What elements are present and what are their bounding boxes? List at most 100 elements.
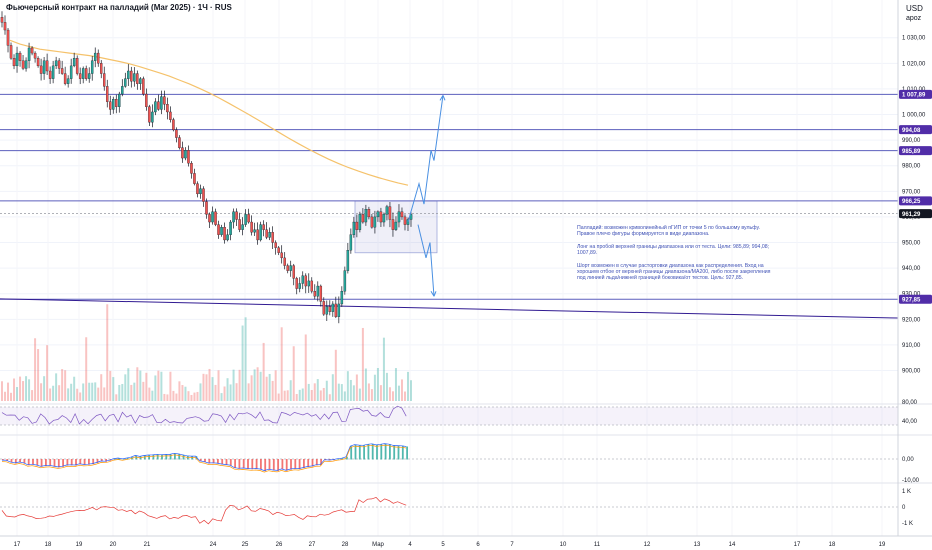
candle-body (205, 201, 208, 215)
time-tick-label: 6 (476, 542, 480, 548)
short-arrow-head (430, 291, 437, 297)
volume-bar (382, 337, 385, 401)
time-tick-label: 7 (510, 542, 514, 548)
volume-bar (202, 373, 205, 401)
volume-bar (410, 380, 412, 401)
volume-bar (88, 382, 91, 401)
volume-bar (346, 371, 349, 401)
volume-bar (379, 385, 382, 401)
macd-histogram-bar (83, 459, 86, 465)
candle-body (75, 58, 79, 74)
volume-bar (40, 383, 43, 401)
macd-histogram-bar (53, 459, 56, 467)
horizontal-levels[interactable] (0, 93, 899, 319)
candle-body (12, 58, 16, 67)
volume-bar (142, 381, 145, 401)
volume-bar (64, 370, 67, 401)
candle-body (211, 211, 214, 223)
macd-histogram-bar (148, 454, 150, 460)
volume-bar (166, 394, 169, 401)
time-tick-label: 21 (144, 542, 151, 548)
volume-bar (394, 368, 397, 401)
volume-bar (352, 385, 355, 401)
price-tag (899, 89, 932, 99)
candle-body (280, 252, 283, 259)
macd-histogram-bar (376, 444, 378, 460)
price-tick-label: 970,00 (902, 189, 921, 195)
volume-bar (232, 369, 235, 401)
volume-bar (310, 390, 313, 401)
candle-body (69, 65, 73, 79)
candle-body (127, 70, 130, 79)
macd-histogram-bar (229, 459, 232, 466)
candle-body (54, 60, 58, 67)
volume-bar (16, 387, 19, 401)
volume-bar (385, 372, 388, 401)
price-tag-label: 927,85 (902, 297, 921, 303)
macd-histogram-bar (88, 459, 90, 465)
candle-body (226, 234, 229, 241)
candle-body (352, 221, 356, 235)
volume-bar (274, 370, 277, 401)
volume-bar (22, 381, 25, 401)
volume-bar (154, 375, 157, 401)
volume-bar (337, 383, 340, 401)
candle-body (367, 209, 371, 218)
time-tick-label: 17 (14, 542, 21, 548)
candle-body (253, 229, 256, 233)
candle-body (96, 52, 100, 64)
volume-bar (286, 390, 289, 401)
volume-bar (253, 369, 256, 401)
candle-body (292, 265, 295, 279)
candle-body (274, 242, 277, 248)
candle-body (388, 206, 392, 220)
volume-bar (367, 383, 370, 401)
macd-histogram-bar (161, 454, 163, 460)
volume-bar (217, 370, 220, 401)
candle-body (118, 93, 121, 107)
rsi-pane (0, 405, 898, 426)
macd-histogram-bar (358, 445, 361, 460)
price-tick-label: 1 000,00 (902, 113, 926, 119)
currency-label[interactable]: USD (906, 4, 923, 13)
candle-body (178, 137, 181, 148)
candle-body (346, 250, 350, 271)
candle-body (66, 78, 70, 84)
volume-bar (133, 382, 136, 401)
volume-bar (127, 368, 130, 401)
candle-body (15, 52, 19, 67)
candle-body (307, 280, 310, 287)
macd-histogram-bar (6, 459, 9, 461)
volume-bar (241, 325, 244, 401)
candle-body (42, 60, 46, 74)
macd-histogram-bar (165, 454, 168, 460)
macd-histogram-bar (14, 459, 17, 464)
macd-histogram-bar (118, 458, 120, 460)
candle-body (30, 47, 34, 54)
candle-body (382, 214, 386, 223)
macd-histogram-bar (401, 445, 404, 460)
candle-body (145, 93, 148, 107)
volume-bar (265, 376, 268, 401)
candle-body (115, 99, 118, 107)
volume-bar (400, 379, 403, 401)
candle-body (21, 60, 25, 69)
candle-body (6, 29, 10, 46)
macd-histogram-bar (96, 459, 99, 463)
price-tick-label: 980,00 (902, 164, 921, 170)
price-tag (899, 209, 932, 219)
macd-histogram-bar (264, 459, 267, 472)
volume-bar (289, 380, 292, 401)
volume-bar (151, 390, 154, 401)
macd-histogram-bar (225, 459, 228, 465)
macd-histogram-bar (371, 443, 374, 460)
macd-histogram-bar (251, 459, 254, 470)
price-tag (899, 294, 932, 304)
candle-body (313, 291, 317, 297)
candles (0, 11, 413, 324)
ma200-polyline (9, 39, 409, 186)
candle-body (394, 221, 398, 230)
volume-bar (280, 327, 283, 401)
candle-body (256, 229, 259, 241)
